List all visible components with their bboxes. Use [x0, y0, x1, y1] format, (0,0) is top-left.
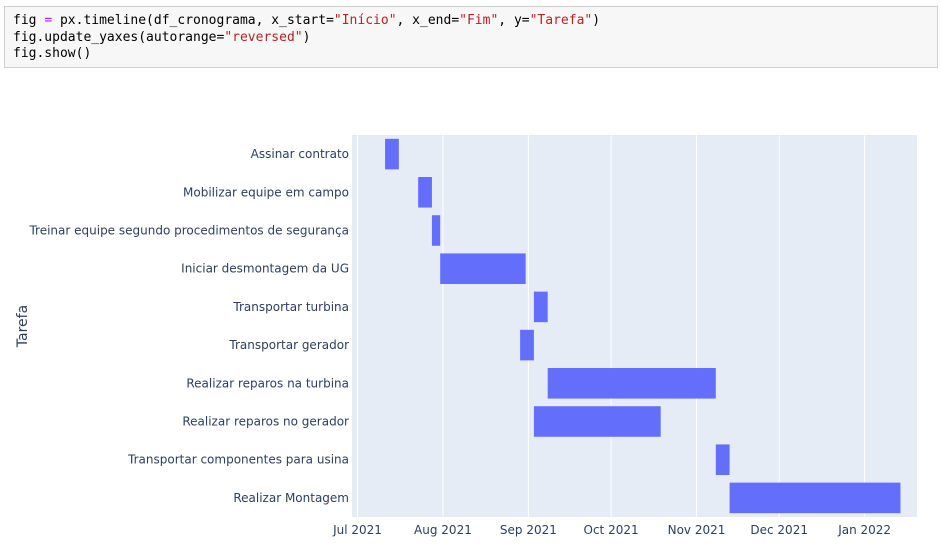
task-bar[interactable]: [547, 368, 716, 399]
task-bar[interactable]: [385, 138, 399, 170]
y-tick-label: Realizar Montagem: [233, 491, 349, 505]
task-bar[interactable]: [520, 329, 534, 361]
y-tick-label: Assinar contrato: [251, 147, 349, 161]
gridlines: [357, 135, 866, 517]
x-tick-label: Sep 2021: [500, 523, 557, 537]
plot-area: [352, 135, 917, 517]
y-axis-title: Tarefa: [15, 305, 31, 348]
y-tick-label: Transportar componentes para usina: [127, 453, 349, 467]
x-tick-label: Nov 2021: [668, 523, 726, 537]
code-cell[interactable]: fig = px.timeline(df_cronograma, x_start…: [4, 6, 938, 68]
bars: [385, 138, 901, 514]
task-bar[interactable]: [533, 406, 661, 437]
y-tick-label: Realizar reparos na turbina: [186, 376, 349, 390]
task-bar[interactable]: [533, 291, 548, 323]
code-line-2: fig.update_yaxes(autorange="reversed"): [13, 29, 311, 45]
x-tick-label: Dec 2021: [750, 523, 808, 537]
task-bar[interactable]: [418, 177, 432, 208]
task-bar[interactable]: [729, 482, 901, 514]
y-tick-labels: Assinar contrato Mobilizar equipe em camp…: [28, 147, 349, 505]
task-bar[interactable]: [440, 253, 526, 284]
y-tick-label: Transportar turbina: [232, 300, 349, 314]
y-tick-label: Mobilizar equipe em campo: [183, 185, 349, 199]
y-tick-label: Treinar equipe segundo procedimentos de …: [28, 224, 349, 238]
y-tick-label: Iniciar desmontagem da UG: [181, 262, 349, 276]
code-line-3: fig.show(): [13, 46, 92, 61]
task-bar[interactable]: [715, 444, 730, 475]
x-tick-label: Aug 2021: [414, 523, 472, 537]
y-tick-label: Realizar reparos no gerador: [182, 415, 349, 429]
x-tick-label: Jul 2021: [332, 523, 382, 537]
task-bar[interactable]: [431, 215, 441, 246]
x-tick-label: Jan 2022: [837, 523, 891, 537]
x-tick-labels: Jul 2021 Aug 2021 Sep 2021 Oct 2021 Nov 2021…: [332, 523, 891, 537]
x-tick-label: Oct 2021: [584, 523, 639, 537]
y-tick-label: Transportar gerador: [228, 338, 349, 352]
code-line-1: fig = px.timeline(df_cronograma, x_start…: [13, 13, 601, 28]
